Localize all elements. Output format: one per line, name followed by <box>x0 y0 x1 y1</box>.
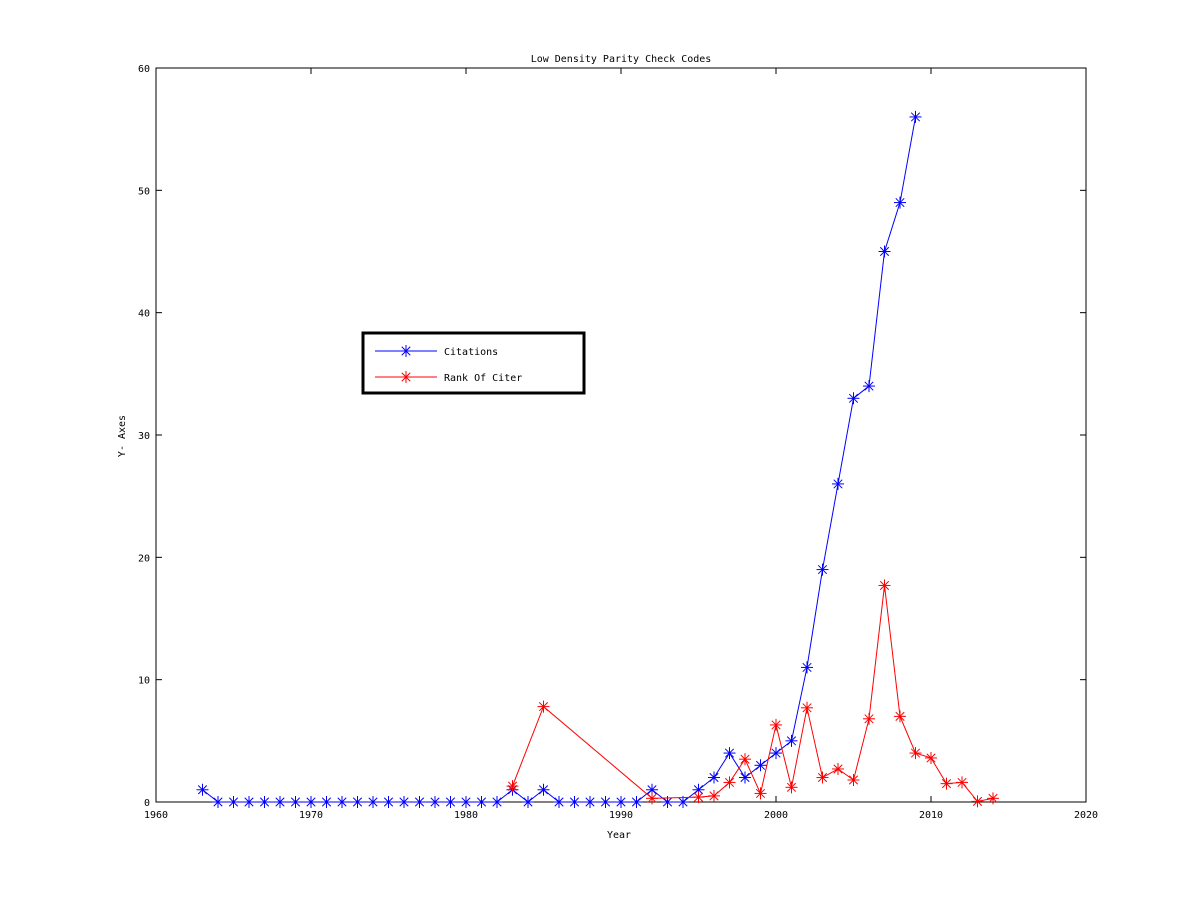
data-point-rank-of-citer <box>987 792 999 805</box>
data-point-citations <box>398 796 410 808</box>
legend-label: Rank Of Citer <box>444 373 522 384</box>
data-point-citations <box>227 796 240 808</box>
y-tick-label: 30 <box>138 431 150 442</box>
data-point-citations <box>847 392 860 405</box>
data-point-citations <box>367 796 379 808</box>
data-point-citations <box>708 771 720 784</box>
data-point-rank-of-citer <box>801 701 813 714</box>
legend-label: Citations <box>444 347 498 358</box>
data-point-citations <box>258 796 271 808</box>
data-point-citations <box>878 245 891 258</box>
x-tick-label: 1980 <box>454 810 478 821</box>
data-point-rank-of-citer <box>646 792 658 805</box>
data-point-citations <box>274 796 286 808</box>
data-point-rank-of-citer <box>816 771 829 784</box>
y-tick-label: 60 <box>138 64 150 75</box>
data-point-rank-of-citer <box>971 795 984 808</box>
data-point-citations <box>894 196 906 209</box>
y-axis-label: Y- Axes <box>117 415 128 457</box>
x-tick-label: 2020 <box>1074 810 1098 821</box>
data-point-citations <box>289 796 302 808</box>
data-point-citations <box>909 110 922 123</box>
data-point-citations <box>212 796 224 808</box>
axis-ticks: 1960 1970 1980 1990 2000 2010 2020 0 10 20 30 40 50 6… <box>138 64 1098 821</box>
data-point-citations <box>336 796 348 808</box>
x-tick-label: 2010 <box>919 810 943 821</box>
y-tick-label: 40 <box>138 309 150 320</box>
data-point-citations <box>553 796 565 808</box>
chart-title: Low Density Parity Check Codes <box>531 54 712 65</box>
data-point-rank-of-citer <box>692 791 705 804</box>
data-point-rank-of-citer <box>537 700 550 713</box>
data-point-citations <box>630 796 643 808</box>
x-tick-label: 1960 <box>144 810 168 821</box>
data-point-rank-of-citer <box>785 781 798 794</box>
data-point-citations <box>661 796 674 808</box>
legend-box <box>361 331 586 395</box>
series-rank-of-citer <box>506 579 999 808</box>
data-point-citations <box>444 796 457 808</box>
plot-area <box>155 67 1087 803</box>
data-point-citations <box>785 734 798 747</box>
x-tick-label: 1970 <box>299 810 323 821</box>
data-point-citations <box>816 563 829 576</box>
data-point-rank-of-citer <box>506 780 519 793</box>
data-point-rank-of-citer <box>754 787 767 800</box>
data-point-citations <box>739 771 751 784</box>
data-point-citations <box>568 796 581 808</box>
legend-item-citations: Citations <box>375 345 498 358</box>
x-tick-label: 2000 <box>764 810 788 821</box>
data-point-citations <box>801 661 813 674</box>
data-point-citations <box>584 796 596 808</box>
legend-item-rank-of-citer: Rank Of Citer <box>375 371 522 384</box>
legend-marker <box>400 345 412 357</box>
data-point-citations <box>351 796 364 808</box>
data-point-citations <box>723 747 736 760</box>
series-citations <box>196 110 922 808</box>
data-point-citations <box>413 796 426 808</box>
x-axis-label: Year <box>607 830 631 841</box>
data-point-citations <box>770 747 782 760</box>
legend-marker <box>400 371 412 383</box>
data-point-rank-of-citer <box>847 773 860 786</box>
data-point-rank-of-citer <box>894 710 906 723</box>
data-point-citations <box>382 796 395 808</box>
data-point-citations <box>243 796 255 808</box>
data-point-citations <box>599 796 612 808</box>
data-point-citations <box>320 796 333 808</box>
data-point-rank-of-citer <box>940 777 953 790</box>
data-point-rank-of-citer <box>878 579 891 592</box>
data-point-citations <box>196 783 209 796</box>
y-tick-label: 50 <box>138 186 150 197</box>
data-point-citations <box>832 477 844 490</box>
data-point-rank-of-citer <box>863 712 875 725</box>
data-point-citations <box>429 796 441 808</box>
y-tick-label: 20 <box>138 553 150 564</box>
data-point-citations <box>460 796 472 808</box>
x-tick-label: 1990 <box>609 810 633 821</box>
data-point-citations <box>692 783 705 796</box>
y-tick-label: 10 <box>138 676 150 687</box>
data-point-citations <box>537 783 550 796</box>
data-point-rank-of-citer <box>832 762 844 775</box>
data-point-citations <box>522 796 534 808</box>
data-point-citations <box>491 796 503 808</box>
y-tick-label: 0 <box>144 798 150 809</box>
data-point-rank-of-citer <box>909 747 922 760</box>
data-point-citations <box>863 380 875 393</box>
series-layer <box>196 110 999 808</box>
data-point-rank-of-citer <box>723 776 736 789</box>
data-point-rank-of-citer <box>708 789 720 802</box>
data-point-rank-of-citer <box>739 753 751 766</box>
data-point-citations <box>615 796 627 808</box>
data-point-rank-of-citer <box>770 718 782 731</box>
data-point-rank-of-citer <box>956 776 968 789</box>
legend: Citations Rank Of Citer <box>361 331 586 395</box>
data-point-citations <box>475 796 488 808</box>
data-point-rank-of-citer <box>925 751 937 764</box>
data-point-citations <box>754 759 767 772</box>
data-point-citations <box>305 796 317 808</box>
